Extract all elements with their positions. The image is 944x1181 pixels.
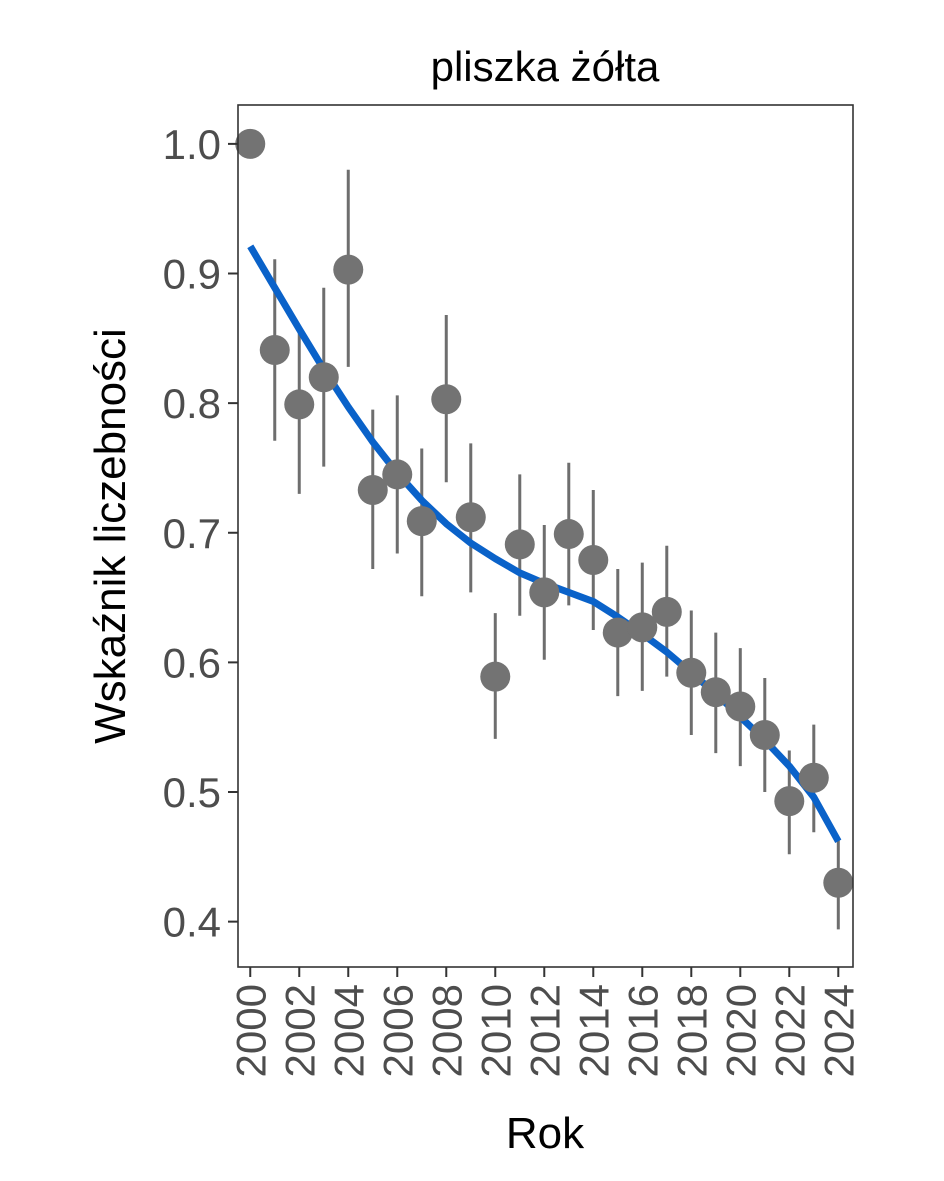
chart-title: pliszka żółta — [431, 43, 660, 90]
x-axis: 2000 2002 2004 2006 2008 2010 2012 2014 2016 2018… — [227, 967, 862, 1077]
data-point — [529, 577, 560, 608]
data-point — [749, 719, 780, 750]
x-tick-label: 2014 — [570, 984, 617, 1077]
x-tick-label: 2000 — [227, 984, 274, 1077]
data-point — [235, 128, 266, 159]
data-point — [504, 529, 535, 560]
data-point — [382, 459, 413, 490]
data-point — [406, 506, 437, 537]
data-point — [602, 617, 633, 648]
data-point — [259, 334, 290, 365]
y-tick-label: 0.5 — [163, 769, 221, 816]
data-point — [284, 389, 315, 420]
y-tick-label: 0.8 — [163, 380, 221, 427]
data-point — [823, 867, 854, 898]
x-tick-label: 2012 — [521, 984, 568, 1077]
x-tick-label: 2006 — [374, 984, 421, 1077]
y-tick-label: 0.4 — [163, 899, 221, 946]
data-point — [308, 362, 339, 393]
data-point — [431, 384, 462, 415]
x-tick-label: 2002 — [276, 984, 323, 1077]
x-tick-label: 2010 — [472, 984, 519, 1077]
x-tick-label: 2020 — [717, 984, 764, 1077]
data-point — [676, 657, 707, 688]
data-point — [627, 612, 658, 643]
error-bars — [273, 169, 840, 930]
data-point — [578, 544, 609, 575]
y-tick-label: 0.9 — [163, 251, 221, 298]
x-tick-label: 2016 — [619, 984, 666, 1077]
y-axis-title: Wskaźnik liczebności — [86, 328, 135, 744]
x-tick-label: 2008 — [423, 984, 470, 1077]
data-point — [333, 254, 364, 285]
y-tick-label: 1.0 — [163, 121, 221, 168]
y-tick-label: 0.6 — [163, 639, 221, 686]
x-tick-label: 2024 — [815, 984, 862, 1077]
x-tick-label: 2004 — [325, 984, 372, 1077]
data-point — [700, 677, 731, 708]
data-point — [357, 474, 388, 505]
y-axis: 0.4 0.5 0.6 0.7 0.8 0.9 1.0 — [163, 121, 238, 946]
data-point — [774, 786, 805, 817]
data-point — [455, 502, 486, 533]
y-tick-label: 0.7 — [163, 510, 221, 557]
data-point — [553, 519, 584, 550]
data-points — [235, 128, 854, 898]
plot-frame — [237, 104, 854, 968]
x-tick-label: 2022 — [766, 984, 813, 1077]
data-point — [480, 661, 511, 692]
data-point — [725, 691, 756, 722]
data-point — [798, 762, 829, 793]
x-tick-label: 2018 — [668, 984, 715, 1077]
x-axis-title: Rok — [506, 1109, 585, 1158]
data-point — [651, 596, 682, 627]
